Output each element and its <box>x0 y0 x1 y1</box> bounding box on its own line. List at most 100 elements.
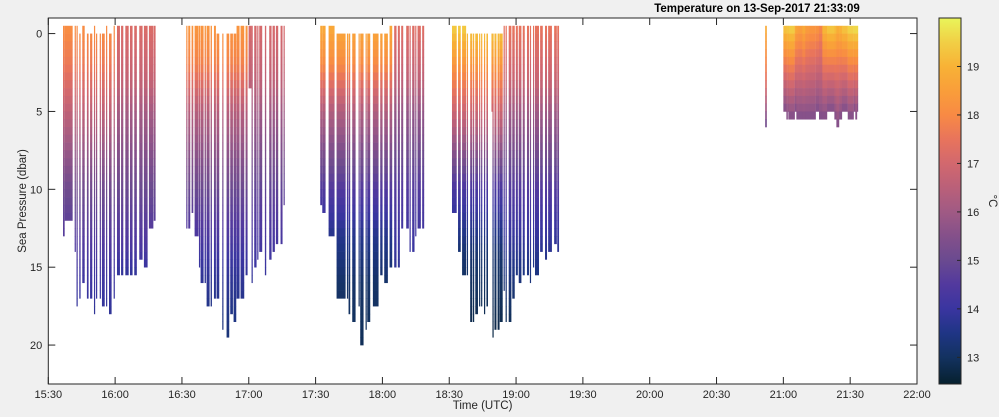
cell <box>275 49 279 58</box>
cell <box>148 25 154 34</box>
cell <box>108 150 112 159</box>
cell <box>106 165 108 175</box>
cell <box>451 56 457 66</box>
cell <box>352 134 356 143</box>
cell <box>798 33 803 42</box>
cell <box>106 56 108 66</box>
cell <box>360 41 364 50</box>
cell <box>508 197 512 206</box>
cell <box>206 282 210 291</box>
cell <box>798 72 803 81</box>
cell <box>106 220 108 229</box>
cell <box>548 165 552 175</box>
cell <box>475 298 478 307</box>
cell <box>129 64 133 73</box>
cast <box>483 33 486 315</box>
cell <box>216 142 220 151</box>
cell <box>532 204 535 213</box>
cell <box>360 212 364 221</box>
cell <box>64 197 73 206</box>
cell <box>200 56 204 66</box>
cell <box>822 111 828 120</box>
cell <box>352 165 356 175</box>
cell <box>481 111 483 120</box>
cell <box>210 49 212 58</box>
cell <box>512 189 515 198</box>
cell <box>462 212 467 221</box>
cell <box>121 142 124 151</box>
cell <box>422 181 425 190</box>
cell <box>384 197 388 206</box>
cell <box>86 181 89 190</box>
cell <box>254 25 257 34</box>
cell <box>518 165 522 175</box>
cell <box>74 111 76 120</box>
cell <box>786 64 788 73</box>
cell <box>90 41 93 50</box>
cell <box>401 220 404 229</box>
cell <box>79 64 81 73</box>
cell <box>101 220 105 229</box>
cell <box>557 72 560 81</box>
cell <box>352 197 356 206</box>
cell <box>805 88 810 97</box>
cell <box>320 103 323 112</box>
cell <box>475 88 478 97</box>
cell <box>328 25 335 34</box>
cell <box>836 49 840 58</box>
cell <box>96 189 98 198</box>
cell <box>200 41 204 50</box>
cell <box>526 119 529 128</box>
cell <box>409 103 411 112</box>
cell <box>518 142 522 151</box>
cell <box>492 119 494 128</box>
cell <box>186 212 188 221</box>
cell <box>245 259 248 268</box>
cell <box>839 33 843 42</box>
cell <box>497 321 500 330</box>
cell <box>254 236 257 245</box>
cast <box>106 25 108 307</box>
cell <box>93 306 96 315</box>
cell <box>548 111 552 120</box>
cell <box>479 165 481 175</box>
cell <box>479 41 481 50</box>
cell <box>503 236 505 245</box>
cell <box>401 95 404 104</box>
cell <box>492 259 494 268</box>
cell <box>76 127 78 136</box>
cell <box>254 243 257 252</box>
cell <box>194 165 199 175</box>
cell <box>134 111 137 120</box>
cell <box>188 103 191 112</box>
cell <box>515 41 518 50</box>
cell <box>352 274 356 284</box>
cell <box>134 181 137 190</box>
cell <box>113 49 115 58</box>
cell <box>346 88 349 97</box>
cell <box>783 103 787 112</box>
cell <box>834 72 837 81</box>
cell <box>213 251 216 260</box>
cell <box>245 158 248 167</box>
cell <box>129 212 133 221</box>
cell <box>534 41 540 50</box>
cell <box>497 197 500 206</box>
cell <box>827 41 835 50</box>
cell <box>153 64 156 73</box>
cell <box>139 95 143 104</box>
cell <box>494 103 497 112</box>
cell <box>451 165 457 175</box>
x-tick-label: 19:30 <box>569 389 597 401</box>
cell <box>280 189 283 198</box>
cell <box>422 212 425 221</box>
surface-column <box>809 25 816 120</box>
cell <box>522 228 525 237</box>
cell <box>401 204 404 213</box>
cell <box>346 80 349 89</box>
x-tick-label: 22:00 <box>903 389 931 401</box>
cell <box>786 88 788 97</box>
cell <box>384 212 388 221</box>
cell <box>499 56 503 66</box>
cell <box>236 173 240 182</box>
